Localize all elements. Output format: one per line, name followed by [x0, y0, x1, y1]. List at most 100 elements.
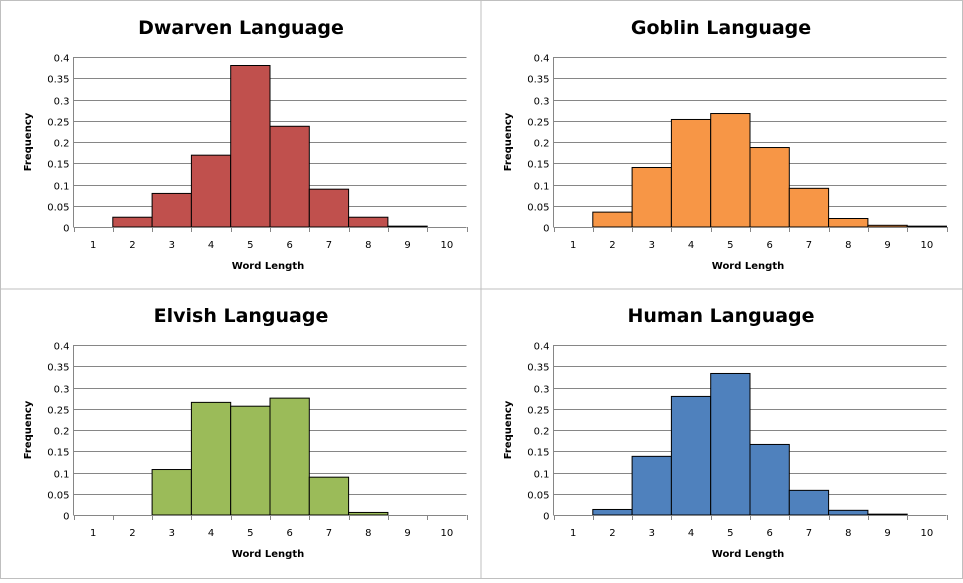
y-tick-label: 0.35 [47, 75, 69, 86]
chart-title: Elvish Language [154, 305, 329, 327]
bar-5 [230, 65, 271, 228]
y-tick-label: 0.15 [527, 448, 549, 459]
chart-title: Human Language [627, 305, 814, 327]
x-tick-label: 2 [609, 528, 615, 539]
y-axis-label: Frequency [503, 400, 514, 459]
bar-5 [230, 405, 271, 516]
bar-5 [710, 372, 751, 516]
x-tick-label: 9 [884, 240, 890, 251]
x-tick-label: 1 [90, 240, 96, 251]
bar-9 [387, 225, 428, 228]
x-axis-label: Word Length [712, 261, 784, 272]
x-tick-label: 4 [208, 528, 214, 539]
bar-2 [112, 216, 153, 228]
x-tick-label: 3 [169, 240, 175, 251]
x-tick-label: 9 [884, 528, 890, 539]
x-tick-label: 2 [129, 240, 135, 251]
x-tick-label: 5 [727, 528, 733, 539]
bar-7 [788, 489, 830, 516]
bar-7 [788, 187, 830, 228]
y-tick-label: 0.35 [527, 363, 549, 374]
x-tick-label: 6 [766, 528, 772, 539]
y-tick-label: 0.4 [54, 54, 70, 65]
y-tick-label: 0.05 [527, 203, 549, 214]
bar-7 [308, 188, 350, 228]
bar-3 [631, 167, 672, 228]
bar-8 [348, 216, 389, 228]
y-tick-label: 0.3 [534, 385, 550, 396]
y-tick-label: 0.35 [527, 75, 549, 86]
x-tick-label: 8 [845, 240, 851, 251]
chart-human-language: Human Language 0 0.05 0.1 0.15 0.2 0.25 0.3 0.35… [503, 305, 948, 560]
x-tick-label: 8 [365, 528, 371, 539]
chart-elvish-language: Elvish Language 0 0.05 0.1 0.15 0.2 0.25 0.3 0.3… [23, 305, 468, 560]
bar-4 [670, 118, 712, 228]
y-tick-label: 0.15 [47, 448, 69, 459]
y-tick-label: 0.1 [534, 182, 550, 193]
x-axis-label: Word Length [232, 261, 304, 272]
bar-6 [749, 443, 790, 516]
y-tick-label: 0.15 [527, 160, 549, 171]
y-tick-label: 0.4 [534, 342, 550, 353]
bar-7 [308, 476, 350, 516]
bar-2 [592, 211, 633, 228]
y-tick-label: 0.05 [527, 491, 549, 502]
y-axis-label: Frequency [23, 112, 34, 171]
x-tick-label: 10 [440, 240, 453, 251]
x-tick-label: 5 [247, 528, 253, 539]
chart-title: Dwarven Language [138, 17, 344, 39]
x-tick-label: 3 [649, 528, 655, 539]
chart-dwarven-language: Dwarven Language 0 0.05 0.1 0.15 0.2 0.25 0.3 0.… [23, 17, 468, 272]
y-tick-label: 0.3 [54, 97, 70, 108]
y-tick-label: 0.05 [47, 491, 69, 502]
x-tick-label: 5 [727, 240, 733, 251]
y-tick-label: 0.4 [54, 342, 70, 353]
y-axis-label: Frequency [23, 400, 34, 459]
y-tick-label: 0.15 [47, 160, 69, 171]
x-tick-label: 7 [806, 240, 812, 251]
bar-3 [151, 469, 192, 516]
x-tick-label: 7 [326, 240, 332, 251]
bar-6 [749, 147, 790, 228]
bar-10 [906, 225, 948, 228]
bar-6 [269, 397, 310, 516]
chart-title: Goblin Language [631, 17, 811, 39]
bar-4 [190, 401, 232, 516]
bar-9 [867, 513, 908, 516]
x-tick-label: 7 [806, 528, 812, 539]
x-tick-label: 6 [766, 240, 772, 251]
y-tick-label: 0 [63, 224, 69, 235]
bar-9 [867, 224, 908, 228]
x-tick-label: 3 [649, 240, 655, 251]
y-tick-label: 0.1 [534, 470, 550, 481]
x-tick-label: 4 [688, 240, 694, 251]
x-tick-label: 10 [920, 528, 933, 539]
y-axis-label: Frequency [503, 112, 514, 171]
x-tick-label: 9 [404, 528, 410, 539]
x-tick-label: 9 [404, 240, 410, 251]
bar-8 [348, 511, 389, 516]
x-tick-label: 7 [326, 528, 332, 539]
y-tick-label: 0.25 [47, 406, 69, 417]
bar-8 [828, 509, 869, 516]
y-tick-label: 0.3 [534, 97, 550, 108]
x-tick-label: 8 [365, 240, 371, 251]
y-tick-label: 0.1 [54, 182, 70, 193]
bar-3 [631, 455, 672, 516]
x-tick-label: 10 [920, 240, 933, 251]
x-tick-label: 1 [570, 528, 576, 539]
y-tick-label: 0.05 [47, 203, 69, 214]
x-tick-label: 6 [286, 240, 292, 251]
y-tick-label: 0.2 [534, 427, 550, 438]
y-tick-label: 0.25 [47, 118, 69, 129]
y-tick-label: 0.25 [527, 118, 549, 129]
bar-2 [592, 508, 633, 516]
x-tick-label: 4 [208, 240, 214, 251]
x-tick-label: 2 [129, 528, 135, 539]
chart-goblin-language: Goblin Language 0 0.05 0.1 0.15 0.2 0.25 0.3 0.3… [503, 17, 948, 272]
x-axis-label: Word Length [712, 549, 784, 560]
bar-8 [828, 218, 869, 228]
x-tick-label: 1 [570, 240, 576, 251]
y-tick-label: 0.35 [47, 363, 69, 374]
bar-5 [710, 113, 751, 228]
